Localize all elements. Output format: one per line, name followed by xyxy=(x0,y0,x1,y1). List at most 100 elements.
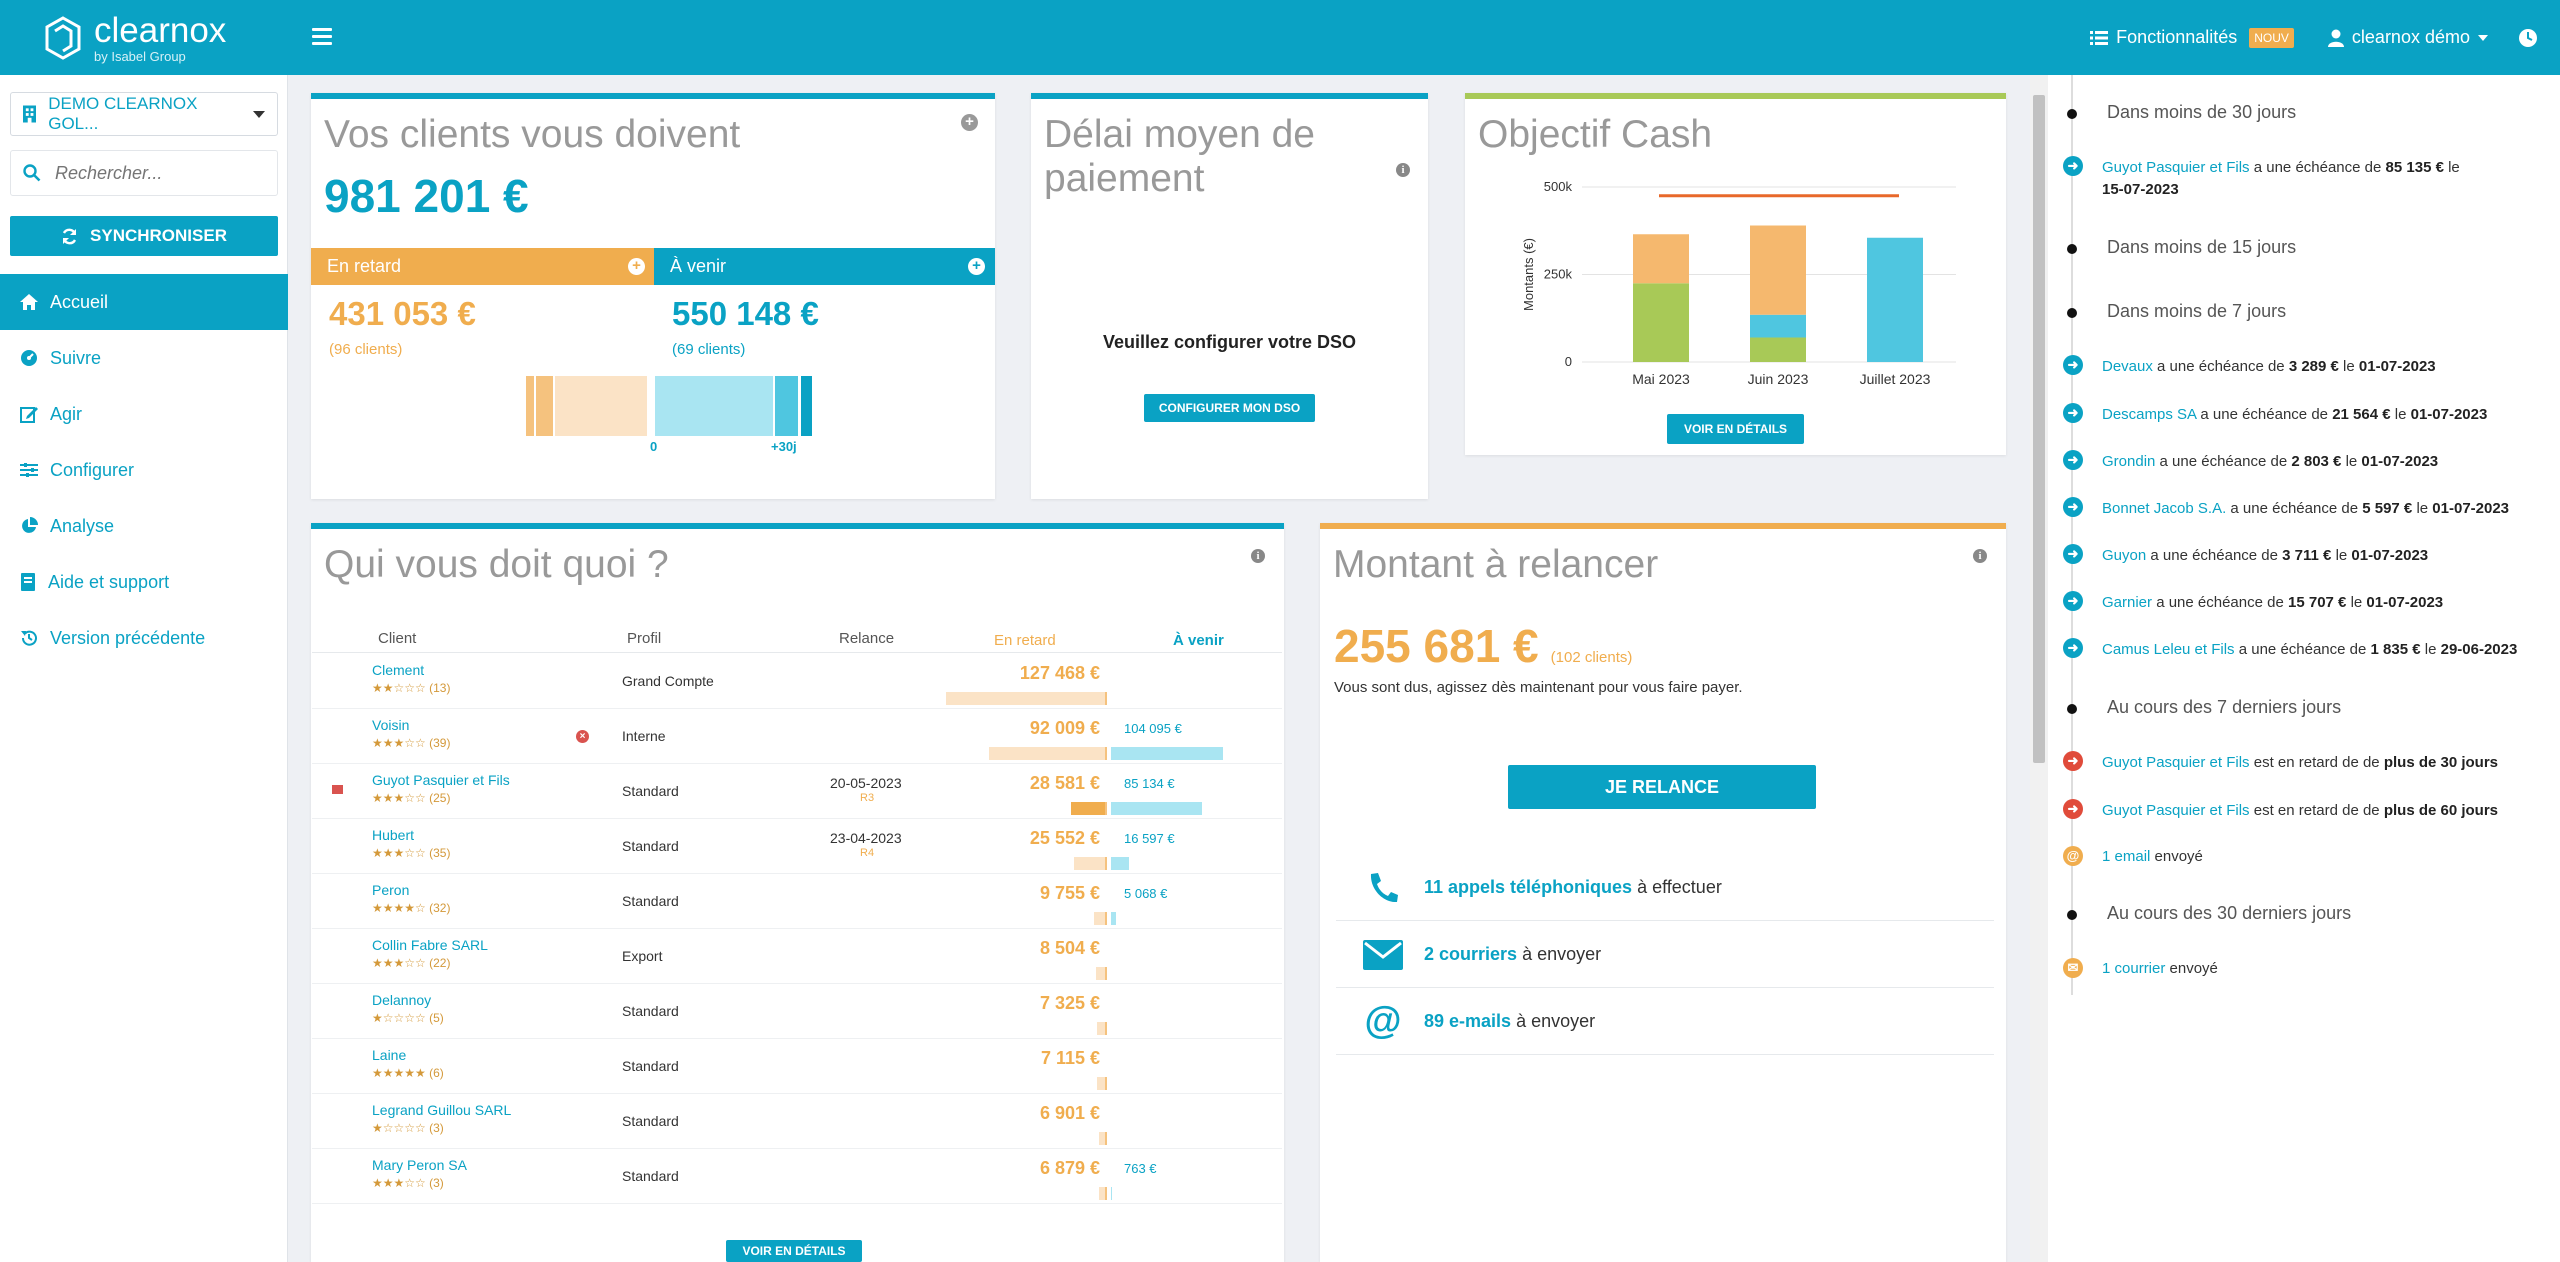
timeline-client-link[interactable]: Devaux xyxy=(2102,358,2153,375)
home-icon xyxy=(20,294,38,310)
action-mails[interactable]: 2 courriers à envoyer xyxy=(1336,922,1994,988)
search-input[interactable] xyxy=(55,162,255,184)
client-name[interactable]: Guyot Pasquier et Fils xyxy=(372,772,510,788)
rating-stars: ★★★★☆ xyxy=(372,901,426,915)
client-name[interactable]: Legrand Guillou SARL xyxy=(372,1102,512,1118)
timeline-date: 01-07-2023 xyxy=(2410,406,2488,423)
table-row[interactable]: Mary Peron SA ★★★☆☆ (3) Standard 6 879 € 763… xyxy=(312,1149,1282,1204)
mails-link[interactable]: 2 courriers xyxy=(1424,944,1518,964)
client-profile: Export xyxy=(622,948,663,964)
client-name[interactable]: Collin Fabre SARL xyxy=(372,937,488,953)
upcoming-header[interactable]: À venir + xyxy=(654,248,995,285)
client-name[interactable]: Laine xyxy=(372,1047,407,1063)
nav-item-agir[interactable]: Agir xyxy=(0,386,288,442)
hamburger-menu-icon[interactable] xyxy=(312,28,332,45)
upcoming-bar xyxy=(1111,747,1223,760)
client-name[interactable]: Delannoy xyxy=(372,992,432,1008)
table-row[interactable]: Clement ★★☆☆☆ (13) Grand Compte 127 468 € xyxy=(312,654,1282,709)
axis-tick xyxy=(1105,857,1107,870)
debtors-details-button[interactable]: VOIR EN DÉTAILS xyxy=(726,1240,862,1262)
mail-link[interactable]: 1 courrier xyxy=(2102,960,2166,977)
timeline-client-link[interactable]: Camus Leleu et Fils xyxy=(2102,641,2235,658)
timeline-client-link[interactable]: Descamps SA xyxy=(2102,406,2197,423)
timeline-client-link[interactable]: Guyot Pasquier et Fils xyxy=(2102,754,2250,771)
nav-item-analyse[interactable]: Analyse xyxy=(0,498,288,554)
user-menu[interactable]: clearnox démo xyxy=(2327,27,2488,48)
client-profile: Standard xyxy=(622,1113,679,1129)
nav-item-version-precedente[interactable]: Version précédente xyxy=(0,610,288,666)
configure-dso-button[interactable]: CONFIGURER MON DSO xyxy=(1144,394,1315,422)
nav-item-aide[interactable]: Aide et support xyxy=(0,554,288,610)
table-row[interactable]: Collin Fabre SARL ★★★☆☆ (22) Export 8 504 € xyxy=(312,929,1282,984)
table-row[interactable]: × Voisin ★★★☆☆ (39) Interne 92 009 € 104 095 … xyxy=(312,709,1282,764)
client-name[interactable]: Mary Peron SA xyxy=(372,1157,467,1173)
col-client[interactable]: Client xyxy=(378,630,417,647)
book-icon xyxy=(21,573,35,591)
plus-icon[interactable]: + xyxy=(968,258,985,275)
aging-bars xyxy=(526,376,826,436)
upcoming-count: (69 clients) xyxy=(672,341,746,358)
card-title: Vos clients vous doivent xyxy=(324,113,741,156)
client-name[interactable]: Peron xyxy=(372,882,410,898)
timeline-client-link[interactable]: Guyot Pasquier et Fils xyxy=(2102,802,2250,819)
reminder-code: R4 xyxy=(860,847,875,859)
client-name[interactable]: Clement xyxy=(372,662,425,678)
timeline-date: 01-07-2023 xyxy=(2351,547,2429,564)
chevron-down-icon xyxy=(2478,34,2488,41)
timeline-client-link[interactable]: Bonnet Jacob S.A. xyxy=(2102,500,2227,517)
timeline-panel xyxy=(2048,75,2560,1262)
je-relance-button[interactable]: JE RELANCE xyxy=(1508,765,1816,809)
plus-icon[interactable]: + xyxy=(628,258,645,275)
cash-details-button[interactable]: VOIR EN DÉTAILS xyxy=(1667,414,1804,444)
table-row[interactable]: Peron ★★★★☆ (32) Standard 9 755 € 5 068 € xyxy=(312,874,1282,929)
timeline-dot xyxy=(2067,910,2077,920)
col-late[interactable]: En retard xyxy=(994,632,1056,649)
col-upcoming[interactable]: À venir xyxy=(1173,632,1224,649)
action-emails[interactable]: @ 89 e-mails à envoyer xyxy=(1336,989,1994,1055)
nav-item-suivre[interactable]: Suivre xyxy=(0,330,288,386)
plus-icon[interactable]: + xyxy=(961,114,978,131)
table-row[interactable]: Delannoy ★☆☆☆☆ (5) Standard 7 325 € xyxy=(312,984,1282,1039)
col-relance[interactable]: Relance xyxy=(839,630,895,647)
table-row[interactable]: Laine ★★★★★ (6) Standard 7 115 € xyxy=(312,1039,1282,1094)
user-label: clearnox démo xyxy=(2351,27,2470,47)
nav-item-accueil[interactable]: Accueil xyxy=(0,274,288,330)
emails-link[interactable]: 89 e-mails xyxy=(1424,1011,1512,1031)
nav-item-configurer[interactable]: Configurer xyxy=(0,442,288,498)
features-menu[interactable]: Fonctionnalités NOUV xyxy=(2090,27,2294,48)
top-bar: clearnox by Isabel Group Fonctionnalités… xyxy=(0,0,2560,75)
client-profile: Standard xyxy=(622,1003,679,1019)
client-profile: Standard xyxy=(622,893,679,909)
client-name[interactable]: Voisin xyxy=(372,717,410,733)
info-icon[interactable]: i xyxy=(1973,549,1987,563)
rating-stars: ★☆☆☆☆ xyxy=(372,1011,426,1025)
company-selector[interactable]: DEMO CLEARNOX GOL... xyxy=(10,92,278,136)
action-calls[interactable]: 11 appels téléphoniques à effectuer xyxy=(1336,855,1994,921)
table-row[interactable]: Legrand Guillou SARL ★☆☆☆☆ (3) Standard 6 9… xyxy=(312,1094,1282,1149)
timeline-dot xyxy=(2067,308,2077,318)
timeline-client-link[interactable]: Guyot Pasquier et Fils xyxy=(2102,159,2250,176)
timeline-client-link[interactable]: Guyon xyxy=(2102,547,2147,564)
client-name[interactable]: Hubert xyxy=(372,827,415,843)
timeline-text: a une échéance de xyxy=(2230,500,2359,517)
close-icon[interactable]: × xyxy=(576,730,589,743)
timeline-text: a une échéance de xyxy=(2200,406,2329,423)
upcoming-amount: 550 148 € xyxy=(672,295,819,332)
sync-button[interactable]: SYNCHRONISER xyxy=(10,216,278,256)
col-profil[interactable]: Profil xyxy=(627,630,662,647)
email-link[interactable]: 1 email xyxy=(2102,848,2151,865)
rating-count: (35) xyxy=(429,846,451,860)
calls-link[interactable]: 11 appels téléphoniques xyxy=(1424,877,1633,897)
info-icon[interactable]: i xyxy=(1251,549,1265,563)
timeline-client-link[interactable]: Grondin xyxy=(2102,453,2156,470)
clock-icon[interactable] xyxy=(2518,28,2538,48)
scrollbar-thumb[interactable] xyxy=(2033,95,2045,763)
logo[interactable]: clearnox by Isabel Group xyxy=(44,13,226,64)
table-row[interactable]: Guyot Pasquier et Fils ★★★☆☆ (25) Standard… xyxy=(312,764,1282,819)
late-header[interactable]: En retard + xyxy=(311,248,654,285)
client-rating: ★★☆☆☆ (13) xyxy=(372,681,450,695)
timeline-client-link[interactable]: Garnier xyxy=(2102,594,2153,611)
info-icon[interactable]: i xyxy=(1396,163,1410,177)
table-row[interactable]: Hubert ★★★☆☆ (35) Standard 23-04-2023 R4 25 5… xyxy=(312,819,1282,874)
timeline-text: le xyxy=(2335,547,2348,564)
